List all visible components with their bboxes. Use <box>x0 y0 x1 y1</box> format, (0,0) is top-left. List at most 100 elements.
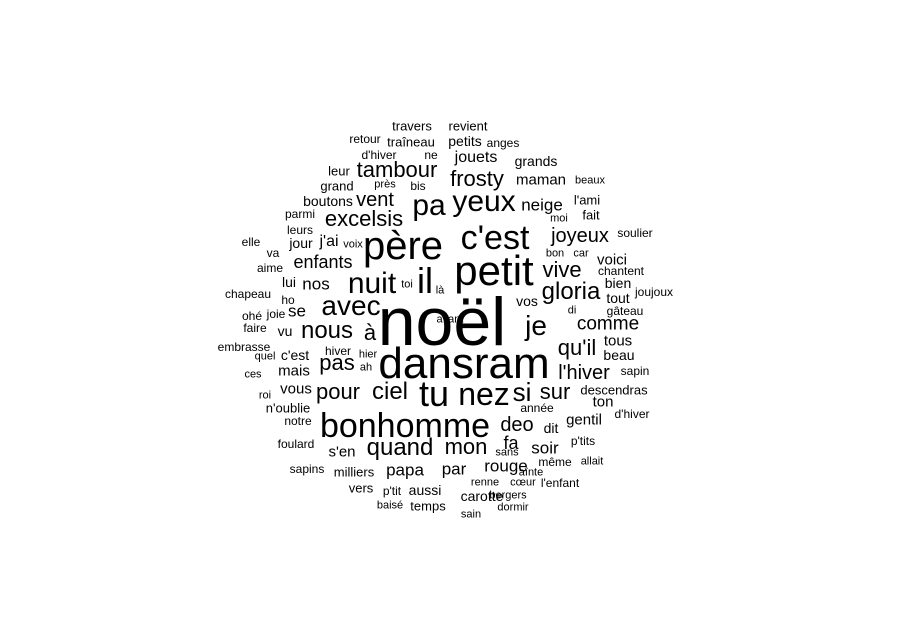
word-leur: leur <box>328 163 350 179</box>
word-sain: sain <box>460 508 482 521</box>
word-tout: tout <box>606 290 630 306</box>
word-cœur: cœur <box>510 476 536 489</box>
word-revient: revient <box>448 118 488 134</box>
word-vers: vers <box>348 480 374 496</box>
word-grands: grands <box>514 153 558 169</box>
word-c-est: c'est <box>460 219 530 257</box>
word-ohé: ohé <box>241 309 263 323</box>
word-aime: aime <box>256 261 284 275</box>
word-di: di <box>567 304 577 317</box>
word-aînte: aînte <box>518 466 544 479</box>
word-jour: jour <box>289 235 313 251</box>
word-roi: roi <box>258 389 272 402</box>
word-elle: elle <box>241 235 261 249</box>
word-p-tit: p'tit <box>382 484 402 498</box>
word-anges: anges <box>486 136 520 150</box>
word-hiver: hiver <box>324 344 352 358</box>
word-temps: temps <box>410 498 446 514</box>
word-maman: maman <box>515 171 567 189</box>
word-voici: voici <box>596 251 628 269</box>
word-chapeau: chapeau <box>224 287 272 301</box>
word-pa: pa <box>412 189 446 222</box>
word-quel: quel <box>254 350 276 363</box>
word-foulard: foulard <box>277 437 315 451</box>
word-avant: avant <box>436 313 464 326</box>
word-vos: vos <box>516 293 538 309</box>
word-l-ami: l'ami <box>573 192 601 208</box>
word-hier: hier <box>358 348 378 361</box>
word-p-tits: p'tits <box>570 434 596 448</box>
word-allait: allait <box>580 455 604 468</box>
word-pour: pour <box>315 379 361 404</box>
word-dit: dit <box>543 420 559 436</box>
word-se: se <box>288 301 306 321</box>
word-l-enfant: l'enfant <box>540 476 580 490</box>
word-ne: ne <box>424 148 438 162</box>
word-avec: avec <box>321 290 381 321</box>
word-nos: nos <box>302 274 330 294</box>
word-joujoux: joujoux <box>634 285 674 299</box>
word-traîneau: traîneau <box>387 134 435 150</box>
word-petit: petit <box>454 247 534 294</box>
word-ton: ton <box>592 393 614 411</box>
word-nuit: nuit <box>347 267 397 300</box>
word-soir: soir <box>531 438 559 458</box>
word-travers: travers <box>392 118 432 134</box>
word-si: si <box>512 377 532 407</box>
word-notre: notre <box>284 414 312 428</box>
word-beau: beau <box>603 347 635 363</box>
word-tambour: tambour <box>356 157 438 182</box>
word-deo: deo <box>500 414 534 436</box>
word-va: va <box>266 246 280 260</box>
word-sapins: sapins <box>289 462 325 476</box>
word-aussi: aussi <box>408 482 442 498</box>
word-pas: pas <box>319 350 355 375</box>
word-beaux: beaux <box>575 174 605 187</box>
word-ah: ah <box>359 361 373 374</box>
word-s-en: s'en <box>328 443 356 461</box>
word-fait: fait <box>582 207 600 223</box>
word-il: il <box>417 260 433 301</box>
word-vive: vive <box>542 257 582 282</box>
word-c-est: c'est <box>280 347 310 363</box>
word-sans: sans <box>495 446 519 459</box>
word-bien: bien <box>604 275 632 291</box>
word-carotte: carotte <box>460 488 504 504</box>
word-dansram: dansram <box>378 339 550 388</box>
word-rouge: rouge <box>484 456 528 476</box>
word-soulier: soulier <box>617 226 653 240</box>
word-noël: noël <box>377 284 507 360</box>
word-retour: retour <box>349 132 381 146</box>
word-milliers: milliers <box>333 464 375 480</box>
word-joyeux: joyeux <box>551 225 609 247</box>
word-moi: moi <box>550 212 568 225</box>
word-papa: papa <box>386 460 424 480</box>
word-tous: tous <box>603 332 633 350</box>
word-descendras: descendras <box>580 382 648 398</box>
word-vent: vent <box>356 189 394 211</box>
word-par: par <box>441 459 467 479</box>
word-joie: joie <box>266 307 286 321</box>
word-dormir: dormir <box>497 501 529 514</box>
word-bergers: bergers <box>489 489 527 502</box>
word-leurs: leurs <box>286 223 314 237</box>
word-année: année <box>520 401 554 415</box>
word-ciel: ciel <box>371 378 409 405</box>
word-embrasse: embrasse <box>217 340 271 354</box>
word-mais: mais <box>278 362 310 380</box>
word-près: près <box>374 178 396 191</box>
word-n-oublie: n'oublie <box>265 400 311 416</box>
word-d-hiver: d'hiver <box>614 407 650 421</box>
word-frosty: frosty <box>450 166 504 191</box>
word-boutons: boutons <box>303 193 353 209</box>
word-gâteau: gâteau <box>606 304 644 318</box>
word-chantent: chantent <box>597 264 645 278</box>
word-comme: comme <box>576 313 640 335</box>
word-neige: neige <box>521 195 563 215</box>
word-sapin: sapin <box>620 364 650 378</box>
word-grand: grand <box>320 178 354 194</box>
word-père: père <box>362 224 444 268</box>
word-tu: tu <box>418 373 450 414</box>
word-nous: nous <box>300 317 354 344</box>
word-fa: fa <box>503 433 519 453</box>
